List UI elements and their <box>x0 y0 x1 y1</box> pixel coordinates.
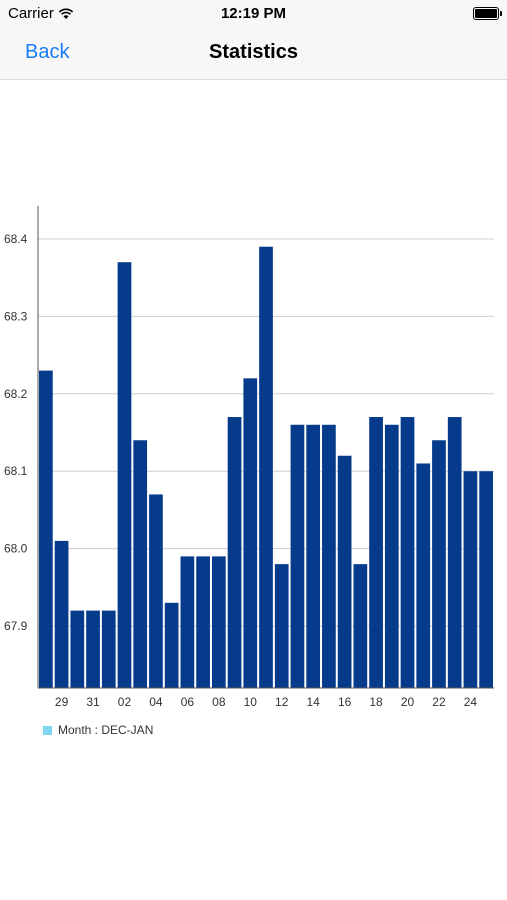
wifi-icon <box>58 8 74 19</box>
x-tick-label: 16 <box>338 695 352 709</box>
carrier-indicator: Carrier <box>8 5 74 22</box>
chart-bar <box>101 610 116 688</box>
y-tick-label: 68.0 <box>4 542 28 556</box>
chart-bar <box>54 540 69 688</box>
y-tick-label: 68.4 <box>4 232 28 246</box>
x-tick-label: 14 <box>306 695 320 709</box>
chart-legend: Month : DEC-JAN <box>43 723 153 737</box>
x-tick-label: 29 <box>55 695 69 709</box>
chart-bar <box>369 417 383 688</box>
chart-bar <box>322 424 336 688</box>
x-tick-label: 10 <box>244 695 258 709</box>
x-tick-label: 20 <box>401 695 415 709</box>
chart-bar <box>227 417 242 688</box>
chart-bar <box>117 262 132 688</box>
y-tick-label: 67.9 <box>4 619 28 633</box>
chart-bar <box>400 417 415 688</box>
chart-bar <box>164 602 179 688</box>
chart-bar <box>337 455 352 688</box>
clock: 12:19 PM <box>220 5 287 22</box>
chart-bar <box>306 424 321 688</box>
y-tick-label: 68.3 <box>4 309 28 323</box>
x-tick-label: 24 <box>464 695 478 709</box>
chart-bar <box>196 556 210 688</box>
x-tick-label: 08 <box>212 695 226 709</box>
chart-bar <box>447 417 462 688</box>
chart-bar <box>274 564 289 688</box>
carrier-label: Carrier <box>8 5 54 22</box>
navigation-bar: Back Statistics <box>0 28 507 80</box>
x-tick-label: 18 <box>369 695 383 709</box>
chart-bar <box>416 463 431 688</box>
chart-bar <box>70 610 85 688</box>
x-tick-label: 06 <box>181 695 195 709</box>
chart-bar <box>432 440 446 688</box>
chart-bar <box>353 564 368 688</box>
battery-icon <box>473 7 502 20</box>
x-tick-label: 22 <box>432 695 446 709</box>
x-tick-label: 04 <box>149 695 163 709</box>
legend-swatch <box>43 725 52 735</box>
legend-label: Month : DEC-JAN <box>58 723 154 737</box>
status-bar: Carrier 12:19 PM <box>0 0 507 28</box>
x-tick-label: 31 <box>86 695 100 709</box>
chart-bar <box>243 378 258 688</box>
chart-bar <box>149 494 163 688</box>
chart-bar <box>180 556 195 688</box>
y-tick-label: 68.2 <box>4 387 28 401</box>
back-button[interactable]: Back <box>25 41 70 63</box>
chart-bar <box>259 246 273 689</box>
x-tick-label: 02 <box>118 695 132 709</box>
chart-bar <box>39 370 53 688</box>
chart-bar <box>86 610 100 688</box>
bar-chart: 67.9 68.0 68.1 68.2 68.3 68.4 29 31 02 04 06 08 10 12… <box>4 206 494 709</box>
chart-bar <box>290 424 305 688</box>
y-tick-label: 68.1 <box>4 464 28 478</box>
chart-bar <box>133 440 148 688</box>
chart-bar <box>479 471 493 688</box>
x-tick-label: 12 <box>275 695 289 709</box>
chart-bar <box>384 424 399 688</box>
page-title: Statistics <box>209 41 298 63</box>
chart-bar <box>463 471 478 688</box>
chart-bar <box>211 556 226 688</box>
